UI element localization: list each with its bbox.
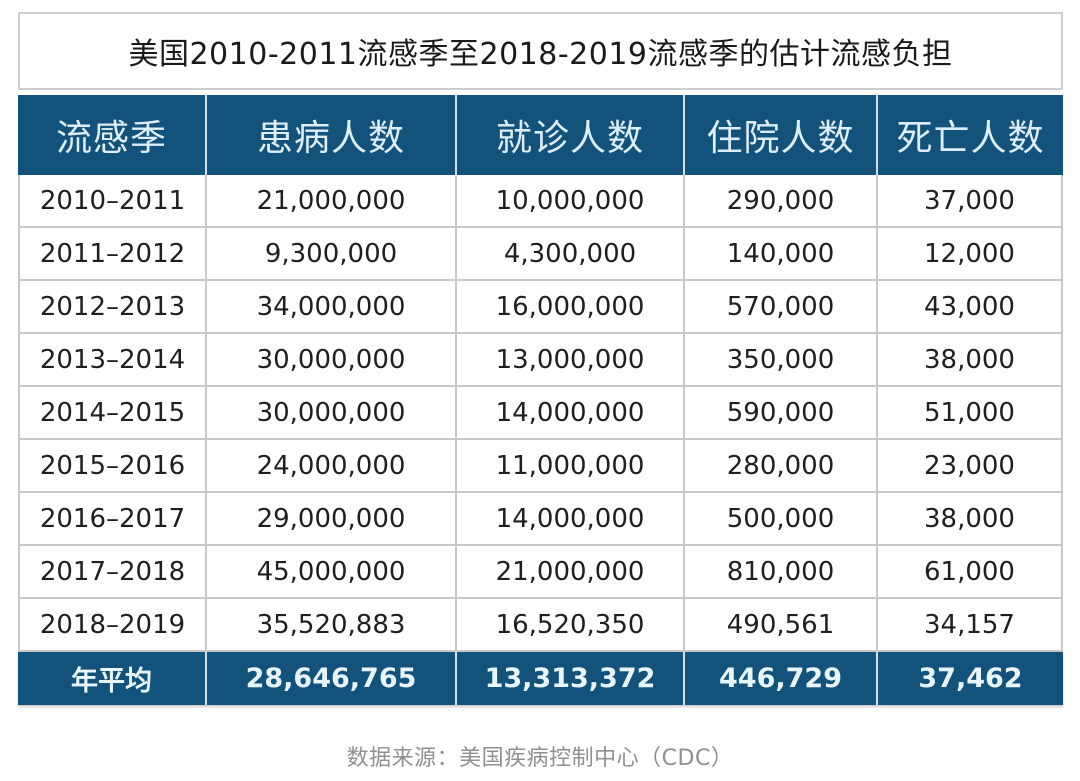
table-row: 2010–2011 21,000,000 10,000,000 290,000 37,0…: [18, 175, 1063, 228]
average-label-cell: 年平均: [18, 652, 207, 705]
season-cell: 2014–2015: [18, 387, 207, 440]
season-cell: 2010–2011: [18, 175, 207, 228]
value-cell: 490,561: [685, 599, 878, 652]
value-cell: 51,000: [878, 387, 1063, 440]
value-cell: 23,000: [878, 440, 1063, 493]
table-row: 2017–2018 45,000,000 21,000,000 810,000 61,0…: [18, 546, 1063, 599]
value-cell: 12,000: [878, 228, 1063, 281]
value-cell: 61,000: [878, 546, 1063, 599]
average-value-cell: 446,729: [685, 652, 878, 705]
value-cell: 38,000: [878, 334, 1063, 387]
season-cell: 2015–2016: [18, 440, 207, 493]
value-cell: 16,520,350: [457, 599, 685, 652]
value-cell: 350,000: [685, 334, 878, 387]
average-value-cell: 28,646,765: [207, 652, 457, 705]
table-row: 2011–2012 9,300,000 4,300,000 140,000 12,000: [18, 228, 1063, 281]
value-cell: 810,000: [685, 546, 878, 599]
table-title: 美国2010-2011流感季至2018-2019流感季的估计流感负担: [128, 37, 953, 72]
value-cell: 45,000,000: [207, 546, 457, 599]
season-cell: 2012–2013: [18, 281, 207, 334]
value-cell: 140,000: [685, 228, 878, 281]
header-row: 流感季 患病人数 就诊人数 住院人数 死亡人数: [18, 95, 1063, 175]
value-cell: 280,000: [685, 440, 878, 493]
column-header-2: 就诊人数: [457, 95, 685, 175]
season-cell: 2018–2019: [18, 599, 207, 652]
table-row: 2014–2015 30,000,000 14,000,000 590,000 51,0…: [18, 387, 1063, 440]
flu-burden-table: 流感季 患病人数 就诊人数 住院人数 死亡人数 2010–2011 21,000,000 1…: [18, 95, 1063, 705]
average-row: 年平均 28,646,765 13,313,372 446,729 37,462: [18, 652, 1063, 705]
value-cell: 21,000,000: [457, 546, 685, 599]
season-cell: 2017–2018: [18, 546, 207, 599]
value-cell: 10,000,000: [457, 175, 685, 228]
value-cell: 500,000: [685, 493, 878, 546]
value-cell: 37,000: [878, 175, 1063, 228]
column-header-1: 患病人数: [207, 95, 457, 175]
value-cell: 590,000: [685, 387, 878, 440]
value-cell: 21,000,000: [207, 175, 457, 228]
value-cell: 14,000,000: [457, 493, 685, 546]
season-cell: 2013–2014: [18, 334, 207, 387]
table-body: 2010–2011 21,000,000 10,000,000 290,000 37,0…: [18, 175, 1063, 652]
value-cell: 30,000,000: [207, 334, 457, 387]
average-value-cell: 13,313,372: [457, 652, 685, 705]
column-header-3: 住院人数: [685, 95, 878, 175]
value-cell: 43,000: [878, 281, 1063, 334]
table-row: 2012–2013 34,000,000 16,000,000 570,000 43,0…: [18, 281, 1063, 334]
table-row: 2015–2016 24,000,000 11,000,000 280,000 23,0…: [18, 440, 1063, 493]
value-cell: 30,000,000: [207, 387, 457, 440]
value-cell: 34,157: [878, 599, 1063, 652]
data-source-caption: 数据来源：美国疾病控制中心（CDC）: [346, 746, 734, 771]
season-cell: 2016–2017: [18, 493, 207, 546]
value-cell: 13,000,000: [457, 334, 685, 387]
value-cell: 14,000,000: [457, 387, 685, 440]
table-title-box: 美国2010-2011流感季至2018-2019流感季的估计流感负担: [18, 12, 1063, 90]
value-cell: 34,000,000: [207, 281, 457, 334]
value-cell: 4,300,000: [457, 228, 685, 281]
value-cell: 38,000: [878, 493, 1063, 546]
value-cell: 11,000,000: [457, 440, 685, 493]
column-header-0: 流感季: [18, 95, 207, 175]
table-row: 2013–2014 30,000,000 13,000,000 350,000 38,0…: [18, 334, 1063, 387]
average-value-cell: 37,462: [878, 652, 1063, 705]
value-cell: 29,000,000: [207, 493, 457, 546]
column-header-4: 死亡人数: [878, 95, 1063, 175]
value-cell: 570,000: [685, 281, 878, 334]
value-cell: 35,520,883: [207, 599, 457, 652]
value-cell: 16,000,000: [457, 281, 685, 334]
value-cell: 9,300,000: [207, 228, 457, 281]
table-row: 2018–2019 35,520,883 16,520,350 490,561 34,1…: [18, 599, 1063, 652]
value-cell: 24,000,000: [207, 440, 457, 493]
season-cell: 2011–2012: [18, 228, 207, 281]
table-row: 2016–2017 29,000,000 14,000,000 500,000 38,0…: [18, 493, 1063, 546]
value-cell: 290,000: [685, 175, 878, 228]
